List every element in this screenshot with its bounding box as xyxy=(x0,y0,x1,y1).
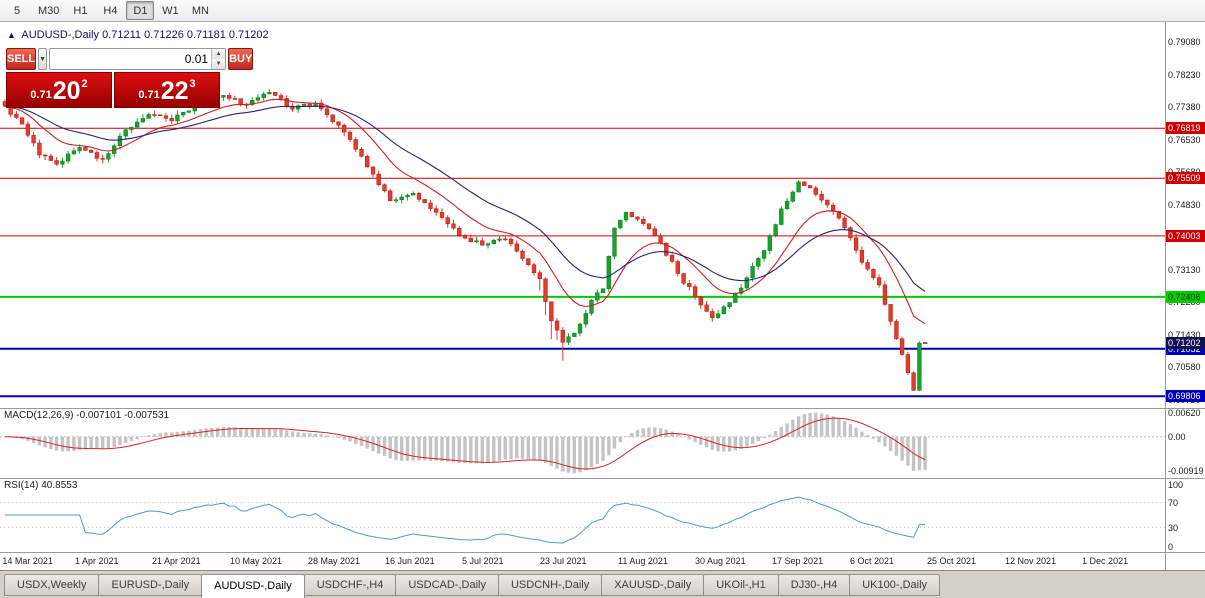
tab-xauusd-daily[interactable]: XAUUSD-,Daily xyxy=(601,574,705,596)
macd-axis-label: 0.00620 xyxy=(1168,407,1201,418)
price-level-label: 0.76819 xyxy=(1166,122,1205,135)
timeframe-button-m30[interactable]: M30 xyxy=(38,4,60,17)
buy-price-panel[interactable]: 0.71 22 3 xyxy=(114,72,220,108)
rsi-axis-label: 70 xyxy=(1168,498,1179,509)
macd-axis-label: 0.00 xyxy=(1168,432,1186,443)
macd-indicator-chart[interactable] xyxy=(0,408,1165,478)
date-label: 5 Jul 2021 xyxy=(462,556,504,566)
date-label: 10 May 2021 xyxy=(229,556,283,566)
timeframe-button-h4[interactable]: H4 xyxy=(103,4,118,17)
tab-uk100-daily[interactable]: UK100-,Daily xyxy=(849,574,941,596)
buy-button[interactable]: BUY xyxy=(228,48,254,70)
timeframe-button-h1[interactable]: H1 xyxy=(73,4,88,17)
tab-usdchf-h4[interactable]: USDCHF-,H4 xyxy=(303,574,397,596)
date-label: 14 Mar 2021 xyxy=(2,556,53,566)
timeframe-toolbar: 5 M30 H1 H4 D1 W1 MN xyxy=(0,0,1205,22)
price-level-label: 0.75509 xyxy=(1166,172,1205,185)
date-label: 1 Apr 2021 xyxy=(75,556,119,566)
rsi-indicator-label: RSI(14) 40.8553 xyxy=(4,480,77,491)
macd-values: -0.007101 -0.007531 xyxy=(76,410,170,421)
macd-axis-label: -0.00919 xyxy=(1168,465,1204,476)
price-axis[interactable]: 0.79080 0.78230 0.77380 0.76530 0.75680 0.748… xyxy=(1166,22,1205,570)
volume-stepper: ▲ ▼ xyxy=(211,49,226,69)
macd-indicator-label: MACD(12,26,9) -0.007101 -0.007531 xyxy=(4,410,169,421)
price-tick: 0.74830 xyxy=(1168,199,1201,210)
volume-field-wrap: ▲ ▼ xyxy=(49,48,227,70)
price-tick: 0.75680 xyxy=(1168,167,1201,177)
price-level-label: 0.69806 xyxy=(1166,390,1205,403)
timeframe-button-5[interactable]: 5 xyxy=(13,4,21,17)
date-label: 11 Aug 2021 xyxy=(618,556,668,566)
chart-tabbar: USDX,Weekly EURUSD-,Daily AUDUSD-,Daily USD… xyxy=(0,570,1205,598)
price-tick: 0.77380 xyxy=(1168,102,1201,113)
timeframe-button-w1[interactable]: W1 xyxy=(162,4,179,17)
one-click-trade-widget: SELL ▼ ▲ ▼ BUY 0.71 20 2 xyxy=(6,48,254,108)
date-label: 23 Jul 2021 xyxy=(539,556,587,566)
tab-ukoil-h1[interactable]: UKOil-,H1 xyxy=(703,574,779,596)
panel-separator[interactable] xyxy=(0,478,1205,479)
tab-dj30-h4[interactable]: DJ30-,H4 xyxy=(777,574,851,596)
rsi-axis-label: 100 xyxy=(1168,479,1184,490)
date-label: 6 Oct 2021 xyxy=(849,556,894,566)
rsi-indicator-chart[interactable] xyxy=(0,478,1165,552)
sell-price-panel[interactable]: 0.71 20 2 xyxy=(6,72,112,108)
date-label: 17 Sep 2021 xyxy=(772,556,824,566)
date-label: 16 Jun 2021 xyxy=(385,556,435,566)
price-level-label: 0.72406 xyxy=(1166,290,1205,303)
timeframe-button-d1[interactable]: D1 xyxy=(126,1,155,20)
tab-usdx-weekly[interactable]: USDX,Weekly xyxy=(4,574,100,596)
sell-price-big: 20 xyxy=(52,77,81,105)
stepper-up-icon[interactable]: ▲ xyxy=(212,49,226,59)
chart-symbol-label: AUDUSD-,Daily xyxy=(21,29,99,41)
chart-area[interactable]: 0.79080 0.78230 0.77380 0.76530 0.75680 0.748… xyxy=(0,22,1205,570)
date-label: 21 Apr 2021 xyxy=(152,556,201,566)
buy-price-prefix: 0.71 xyxy=(138,89,160,101)
price-tick: 0.78230 xyxy=(1168,69,1201,80)
stepper-down-icon[interactable]: ▼ xyxy=(212,59,226,69)
date-label: 12 Nov 2021 xyxy=(1005,556,1057,566)
candlestick-chart[interactable] xyxy=(0,22,1165,408)
volume-dropdown-button[interactable]: ▼ xyxy=(38,48,48,70)
sell-price-sup: 2 xyxy=(81,78,88,90)
rsi-axis-label: 0 xyxy=(1168,541,1174,552)
tab-eurusd-daily[interactable]: EURUSD-,Daily xyxy=(98,574,203,596)
panel-separator xyxy=(0,552,1205,553)
date-label: 30 Aug 2021 xyxy=(695,556,746,566)
chart-ohlc-values: 0.71211 0.71226 0.71181 0.71202 xyxy=(102,29,269,41)
sell-price-prefix: 0.71 xyxy=(30,89,52,101)
tab-audusd-daily[interactable]: AUDUSD-,Daily xyxy=(201,574,305,598)
rsi-value: 40.8553 xyxy=(41,480,78,491)
macd-name: MACD(12,26,9) xyxy=(4,410,74,421)
date-label: 28 May 2021 xyxy=(308,556,361,566)
price-tick: 0.79080 xyxy=(1168,37,1201,48)
tab-usdcnh-daily[interactable]: USDCNH-,Daily xyxy=(497,574,603,596)
sell-button[interactable]: SELL xyxy=(6,48,37,70)
timeframe-button-mn[interactable]: MN xyxy=(191,4,209,17)
volume-input[interactable] xyxy=(50,49,212,69)
price-tick: 0.70580 xyxy=(1168,362,1201,373)
price-tick: 0.73130 xyxy=(1168,264,1201,275)
buy-price-sup: 3 xyxy=(189,78,196,90)
buy-price-big: 22 xyxy=(160,77,189,105)
date-label: 1 Dec 2021 xyxy=(1082,556,1129,566)
price-axis-separator xyxy=(1165,22,1166,570)
current-price-label: 0.71202 xyxy=(1166,336,1205,349)
chevron-down-icon: ▼ xyxy=(39,55,47,63)
time-axis[interactable]: 14 Mar 2021 1 Apr 2021 21 Apr 2021 10 May 2… xyxy=(0,552,1165,570)
rsi-name: RSI(14) xyxy=(4,480,39,491)
chart-title: ▲ AUDUSD-,Daily 0.71211 0.71226 0.71181 … xyxy=(7,29,269,41)
price-level-label: 0.74003 xyxy=(1166,229,1205,242)
symbol-triangle-icon: ▲ xyxy=(7,30,16,40)
tab-usdcad-daily[interactable]: USDCAD-,Daily xyxy=(395,574,499,596)
price-tick: 0.76530 xyxy=(1168,134,1201,145)
date-label: 25 Oct 2021 xyxy=(926,556,977,566)
panel-separator[interactable] xyxy=(0,408,1205,409)
rsi-axis-label: 30 xyxy=(1168,522,1179,533)
price-tick: 0.71430 xyxy=(1168,329,1201,340)
